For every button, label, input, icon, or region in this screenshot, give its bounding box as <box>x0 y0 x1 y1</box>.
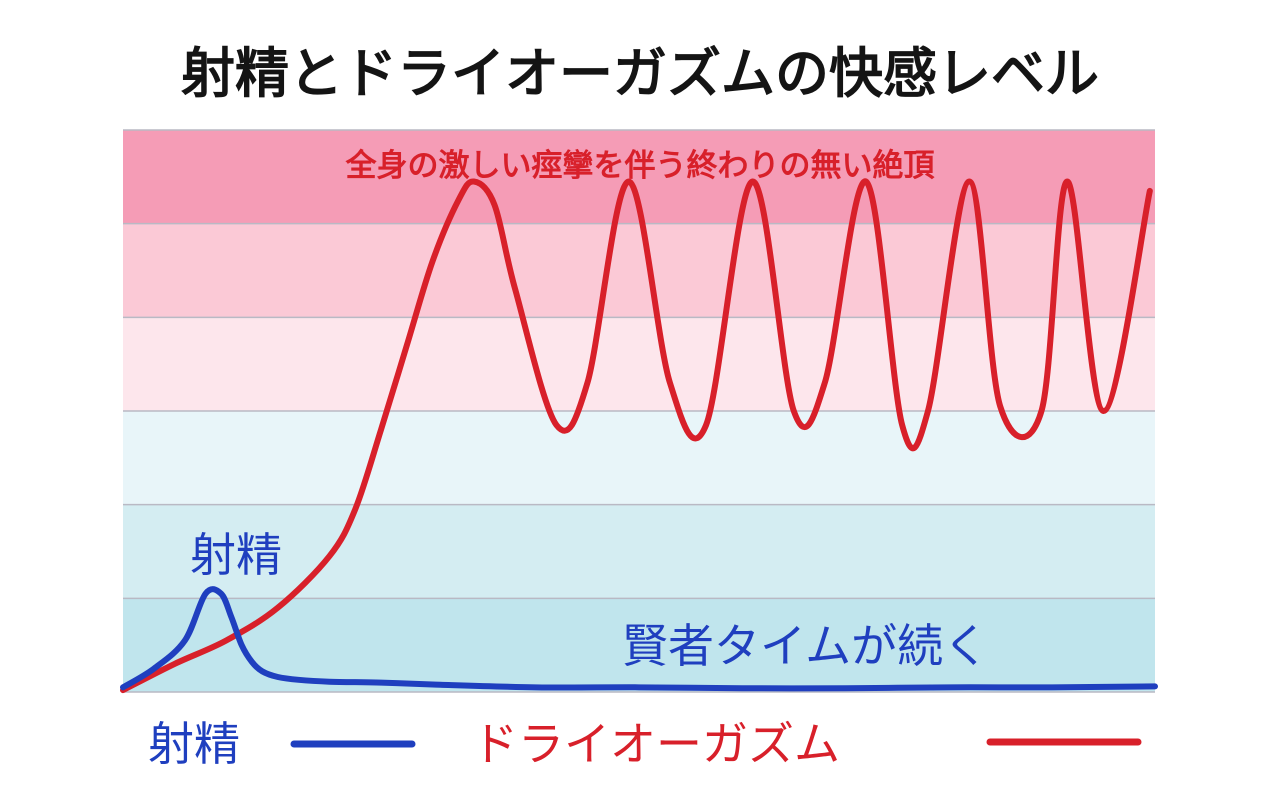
legend: 射精 ドライオーガズム <box>148 717 1142 771</box>
top-band-label: 全身の激しい痙攣を伴う終わりの無い絶頂 <box>345 148 936 184</box>
chart-title: 射精とドライオーガズムの快感レベル <box>181 42 1099 105</box>
legend-label-ejaculation: 射精 <box>148 717 240 771</box>
band-1 <box>123 223 1155 318</box>
sage-time-annotation: 賢者タイムが続く <box>622 619 989 673</box>
series-line-ejaculation <box>120 586 1158 692</box>
series-line-dry-orgasm <box>120 178 1153 694</box>
gridlines <box>123 129 1155 693</box>
series-lines <box>120 178 1158 694</box>
band-2 <box>123 317 1155 411</box>
ejaculation-peak-annotation: 射精 <box>190 528 282 582</box>
legend-label-dry-orgasm: ドライオーガズム <box>472 717 840 771</box>
band-4 <box>123 504 1155 599</box>
band-3 <box>123 411 1155 505</box>
band-5 <box>123 598 1155 692</box>
